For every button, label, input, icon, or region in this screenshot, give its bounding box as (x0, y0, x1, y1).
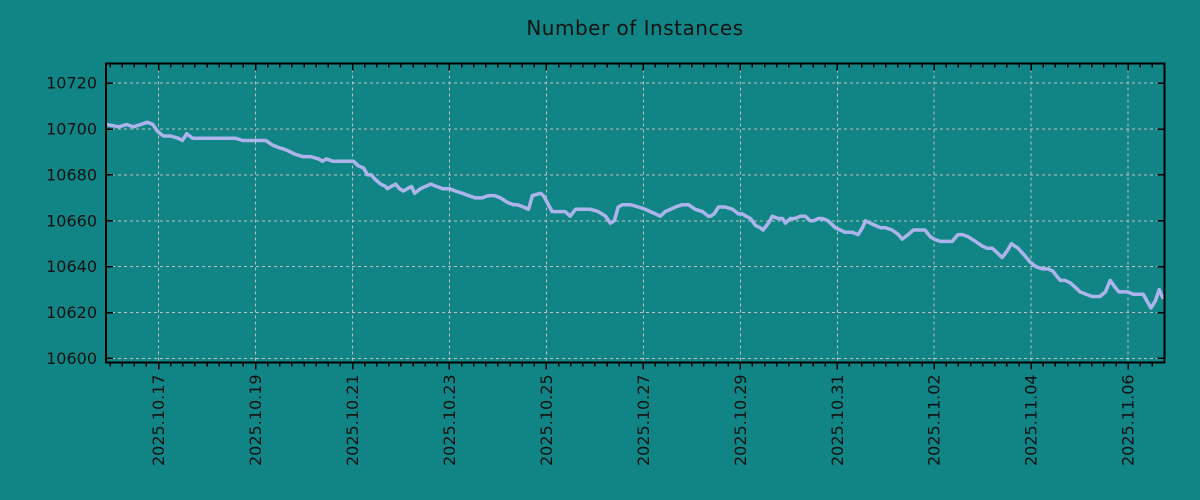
x-tick-label: 2025.11.04 (1022, 374, 1041, 466)
gridlines (106, 63, 1165, 363)
x-tick-label: 2025.11.02 (925, 374, 944, 466)
x-tick-label: 2025.10.21 (343, 374, 362, 466)
y-tick-label: 10640 (46, 257, 97, 276)
y-tick-label: 10720 (46, 74, 97, 93)
x-tick-label: 2025.10.27 (634, 374, 653, 466)
x-tick-label: 2025.10.25 (537, 374, 556, 466)
series-line (106, 120, 1165, 310)
tick-labels: 10600 10620 10640 10660 10680 10700 10720 2025.… (46, 74, 1138, 466)
x-tick-label: 2025.10.23 (440, 374, 459, 466)
x-tick-label: 2025.11.06 (1119, 374, 1138, 466)
x-tick-label: 2025.10.29 (731, 374, 750, 466)
plot-border (105, 62, 1166, 364)
y-tick-label: 10620 (46, 303, 97, 322)
x-tick-label: 2025.10.31 (828, 374, 847, 466)
y-tick-label: 10600 (46, 349, 97, 368)
chart-title: Number of Instances (526, 16, 744, 40)
x-tick-label: 2025.10.19 (246, 374, 265, 466)
series-group (106, 120, 1165, 310)
y-tick-label: 10660 (46, 211, 97, 230)
y-tick-label: 10700 (46, 120, 97, 139)
x-tick-label: 2025.10.17 (149, 374, 168, 466)
y-tick-label: 10680 (46, 165, 97, 184)
axis-ticks (106, 63, 1165, 370)
